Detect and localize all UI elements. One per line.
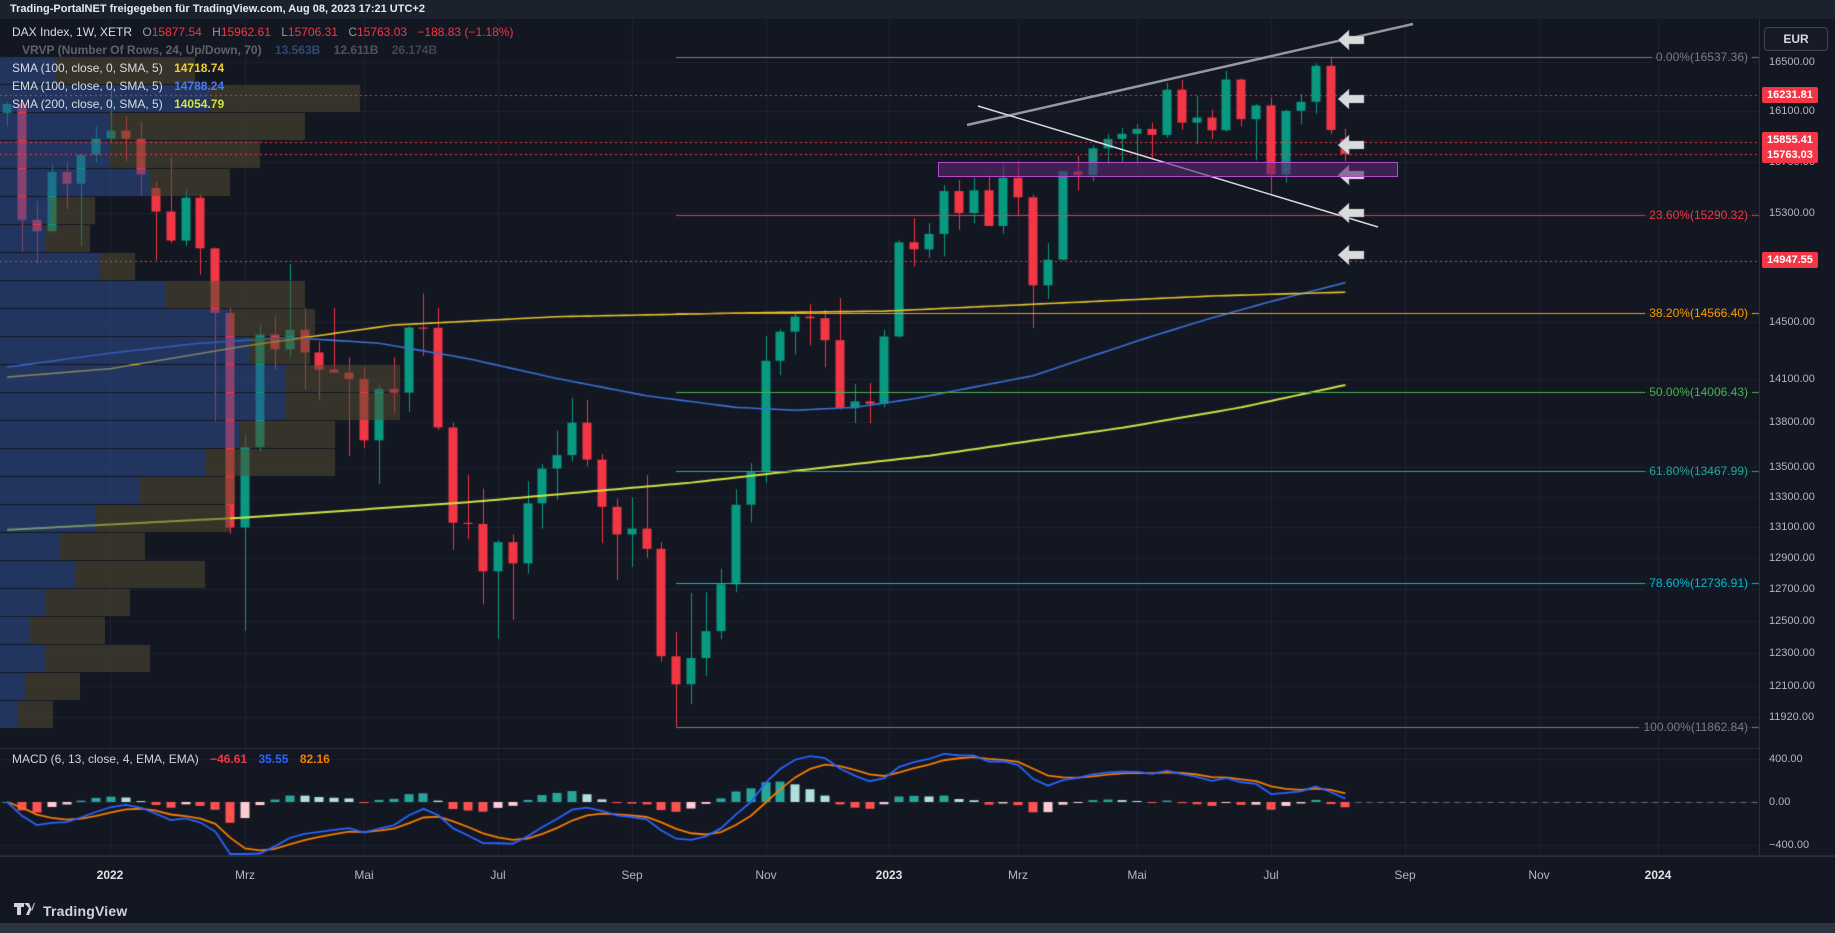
price-tick-label: 16100.00 [1769,105,1815,117]
sma100-value: 14718.74 [174,61,225,75]
fib-level-label[interactable]: 38.20%(14566.40) [1645,306,1752,321]
price-tick-label: 16500.00 [1769,56,1815,68]
price-level-badge[interactable]: 15855.41 [1762,132,1818,148]
macd-signal-value: 82.16 [299,752,330,766]
high-label: H [212,25,221,39]
ema100-title[interactable]: EMA (100, close, 0, SMA, 5) [12,79,163,93]
bottom-scrollbar-strip[interactable] [0,923,1835,933]
ema100-value: 14788.24 [174,79,225,93]
left-arrow-marker-icon[interactable] [1337,202,1365,224]
time-tick-label: Jul [1263,868,1279,882]
left-arrow-marker-icon[interactable] [1337,88,1365,110]
price-tick-label: 13100.00 [1769,521,1815,533]
time-tick-label: Nov [755,868,777,882]
low-label: L [281,25,288,39]
price-level-badge[interactable]: 14947.55 [1762,252,1818,268]
time-tick-label: Mrz [1008,868,1028,882]
vrvp-up-volume: 13.563B [274,43,321,57]
time-tick-label: Sep [1394,868,1416,882]
symbol-legend-row[interactable]: DAX Index, 1W, XETR O15877.54 H15962.61 … [12,23,513,41]
fib-level-label[interactable]: 61.80%(13467.99) [1645,463,1752,478]
price-tick-label: 13300.00 [1769,491,1815,503]
change-value: −188.83 (−1.18%) [417,25,514,39]
time-tick-label: Sep [621,868,643,882]
macd-tick-label: −400.00 [1769,839,1810,851]
close-label: C [348,25,357,39]
fib-level-label[interactable]: 78.60%(12736.91) [1645,576,1752,591]
fib-level-label[interactable]: 0.00%(16537.36) [1651,50,1752,65]
macd-title[interactable]: MACD (6, 13, close, 4, EMA, EMA) [12,752,199,766]
price-tick-label: 12100.00 [1769,680,1815,692]
vrvp-title[interactable]: VRVP (Number Of Rows, 24, Up/Down, 70) [22,43,262,57]
window-title-bar: Trading-PortalNET freigegeben für Tradin… [0,0,1835,19]
price-tick-label: 13500.00 [1769,461,1815,473]
macd-hist-value: −46.61 [210,752,248,766]
price-tick-label: 11920.00 [1769,711,1815,723]
time-tick-label: Mai [1127,868,1147,882]
price-tick-label: 12900.00 [1769,552,1815,564]
vrvp-down-volume: 12.611B [333,43,379,57]
fib-level-label[interactable]: 100.00%(11862.84) [1639,719,1752,734]
left-arrow-marker-icon[interactable] [1337,134,1365,156]
price-tick-label: 12700.00 [1769,583,1815,595]
high-value: 15962.61 [220,25,271,39]
chart-legend: DAX Index, 1W, XETR O15877.54 H15962.61 … [12,23,513,113]
sma100-title[interactable]: SMA (100, close, 0, SMA, 5) [12,61,163,75]
fib-level-label[interactable]: 23.60%(15290.32) [1645,208,1752,223]
window-title: Trading-PortalNET freigegeben für Tradin… [10,3,425,15]
open-value: 15877.54 [151,25,202,39]
price-level-badge[interactable]: 16231.81 [1762,87,1818,103]
tradingview-logo-link[interactable]: TradingView [14,901,127,921]
tradingview-logo-icon [14,903,35,915]
vrvp-total-volume: 26.174B [391,43,438,57]
sma200-title[interactable]: SMA (200, close, 0, SMA, 5) [12,97,163,111]
price-level-badge[interactable]: 15763.03 [1762,147,1818,163]
time-scale[interactable]: 2022 Mrz Mai Jul Sep Nov 2023 Mrz Mai Jul Sep Nov 20… [0,856,1835,898]
time-tick-label: Mrz [235,868,255,882]
price-tick-label: 14100.00 [1769,373,1815,385]
sma200-value: 14054.79 [174,97,225,111]
fib-level-label[interactable]: 50.00%(14006.43) [1645,384,1752,399]
left-arrow-marker-icon[interactable] [1337,29,1365,51]
price-tick-label: 15300.00 [1769,207,1815,219]
currency-toggle-button[interactable]: EUR [1764,27,1828,51]
time-tick-label: Jul [490,868,506,882]
symbol-title[interactable]: DAX Index, 1W, XETR [12,25,133,39]
time-tick-label: Nov [1528,868,1550,882]
open-label: O [142,25,152,39]
attribution-bar: TradingView [0,897,1835,923]
support-zone-rectangle[interactable] [938,162,1398,177]
macd-tick-label: 0.00 [1769,796,1791,808]
price-tick-label: 13800.00 [1769,416,1815,428]
macd-legend-row[interactable]: MACD (6, 13, close, 4, EMA, EMA) −46.61 … [12,752,330,766]
tradingview-wordmark: TradingView [43,903,128,919]
ema100-legend-row[interactable]: EMA (100, close, 0, SMA, 5) 14788.24 [12,77,513,95]
sma100-legend-row[interactable]: SMA (100, close, 0, SMA, 5) 14718.74 [12,59,513,77]
close-value: 15763.03 [356,25,408,39]
macd-line-value: 35.55 [258,752,289,766]
time-tick-label: 2022 [96,868,124,882]
price-tick-label: 12300.00 [1769,647,1815,659]
low-value: 15706.31 [287,25,338,39]
price-scale[interactable]: 16500.0016100.0015700.0015300.0014500.00… [1759,19,1835,855]
macd-tick-label: 400.00 [1769,753,1803,765]
vrvp-legend-row[interactable]: VRVP (Number Of Rows, 24, Up/Down, 70) 1… [12,41,513,59]
sma200-legend-row[interactable]: SMA (200, close, 0, SMA, 5) 14054.79 [12,95,513,113]
time-tick-label: Mai [354,868,374,882]
time-tick-label: 2023 [875,868,903,882]
price-tick-label: 12500.00 [1769,615,1815,627]
time-tick-label: 2024 [1644,868,1672,882]
price-tick-label: 14500.00 [1769,316,1815,328]
left-arrow-marker-icon[interactable] [1337,244,1365,266]
